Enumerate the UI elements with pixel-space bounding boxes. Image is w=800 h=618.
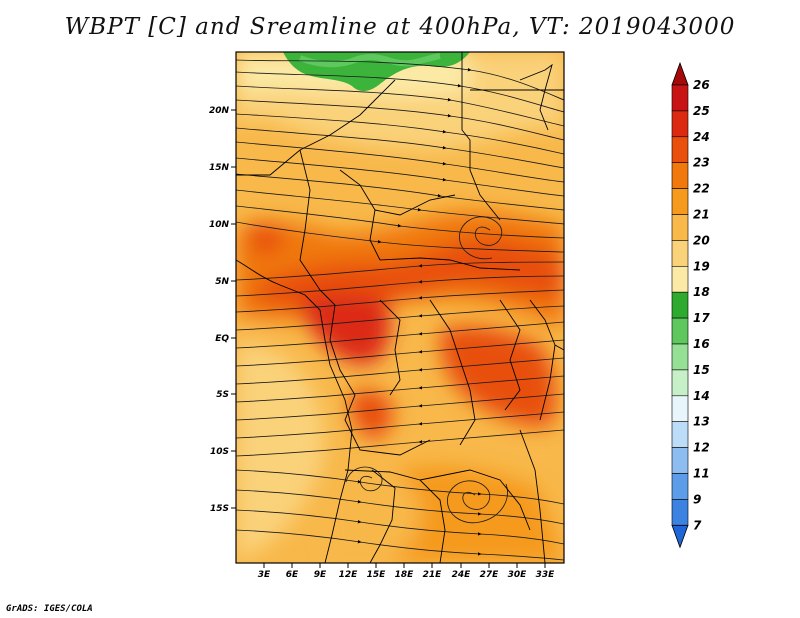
colorbar-top-arrow xyxy=(671,61,689,86)
colorbar-label: 20 xyxy=(693,233,710,247)
lon-tick-label: 12E xyxy=(339,570,359,580)
colorbar-swatch xyxy=(671,343,689,371)
lat-axis: 20N 15N 10N 5N EQ 5S 10S 15S xyxy=(209,106,236,514)
colorbar-swatch xyxy=(671,214,689,241)
lon-tick-label: 6E xyxy=(286,570,299,580)
colorbar-swatch xyxy=(671,265,689,293)
lon-tick-label: 9E xyxy=(314,570,327,580)
streamlines xyxy=(236,59,564,561)
lat-tick-label: 10S xyxy=(210,447,229,457)
colorbar-label: 25 xyxy=(693,104,710,118)
lon-tick-label: 27E xyxy=(480,570,500,580)
lon-axis: 3E 6E 9E 12E 15E 18E 21E 24E 27E 30E 33E xyxy=(258,563,555,580)
lon-tick-label: 21E xyxy=(423,570,443,580)
colorbar-label: 12 xyxy=(693,441,710,455)
colorbar-swatch xyxy=(671,369,689,397)
lon-tick-label: 15E xyxy=(367,570,387,580)
lat-tick-label: 10N xyxy=(209,220,230,230)
colorbar-label: 18 xyxy=(693,285,710,299)
credit-label: GrADS: IGES/COLA xyxy=(6,604,93,614)
lat-tick-label: 15S xyxy=(210,504,229,514)
colorbar-swatch xyxy=(671,240,689,267)
colorbar-swatch xyxy=(671,447,689,474)
colorbar-label: 16 xyxy=(693,337,710,351)
colorbar-swatch xyxy=(671,110,689,138)
colorbar-swatch xyxy=(671,188,689,215)
colorbar-label: 9 xyxy=(693,492,701,506)
colorbar-label: 11 xyxy=(693,467,710,481)
map-title: WBPT [C] and Sreamline at 400hPa, VT: 20… xyxy=(64,14,736,40)
lon-tick-label: 24E xyxy=(452,570,472,580)
colorbar-label: 26 xyxy=(693,78,710,92)
colorbar-swatch xyxy=(671,317,689,345)
colorbar-label: 19 xyxy=(693,259,710,273)
lat-tick-label: 15N xyxy=(209,163,230,173)
colorbar-label: 23 xyxy=(693,156,710,170)
lon-tick-label: 33E xyxy=(536,570,556,580)
colorbar-swatch xyxy=(671,162,689,189)
country-borders xyxy=(236,52,564,563)
lon-tick-label: 18E xyxy=(395,570,415,580)
lon-tick-label: 30E xyxy=(508,570,528,580)
lat-tick-label: EQ xyxy=(215,334,229,344)
colorbar-swatch xyxy=(671,395,689,422)
lon-tick-label: 3E xyxy=(258,570,271,580)
colorbar-label: 15 xyxy=(693,363,710,377)
map-frame xyxy=(235,51,565,564)
colorbar-swatch xyxy=(671,499,689,526)
colorbar-swatch xyxy=(671,421,689,448)
colorbar-swatch xyxy=(671,291,689,319)
colorbar-label: 14 xyxy=(693,389,710,403)
colorbar-swatch xyxy=(671,136,689,164)
map-plot-area xyxy=(236,52,564,563)
colorbar-swatch xyxy=(671,473,689,500)
colorbar-label: 24 xyxy=(693,130,710,144)
colorbar-bottom-arrow xyxy=(671,524,689,549)
lat-tick-label: 5S xyxy=(216,390,229,400)
colorbar: 26 25 24 23 22 21 20 19 18 17 16 15 14 13 12 11 9 7 xyxy=(671,61,710,549)
colorbar-label: 17 xyxy=(693,311,710,325)
colorbar-label: 13 xyxy=(693,415,710,429)
colorbar-label: 22 xyxy=(693,182,710,196)
colorbar-label: 7 xyxy=(693,518,702,532)
wbpt-cold-patch-edge xyxy=(298,53,441,68)
lat-tick-label: 20N xyxy=(209,106,230,116)
colorbar-label: 21 xyxy=(693,208,710,222)
lat-tick-label: 5N xyxy=(215,277,229,287)
colorbar-swatch xyxy=(671,84,689,112)
